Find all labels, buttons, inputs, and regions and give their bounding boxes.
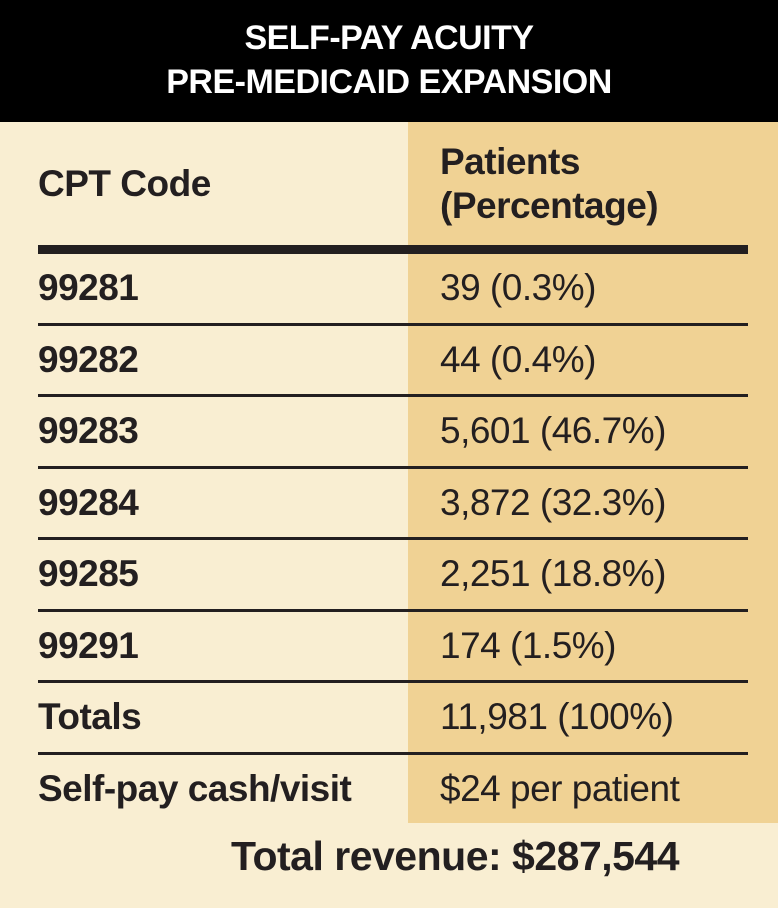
patients-column-background — [408, 122, 778, 823]
table-row: Totals 11,981 (100%) — [0, 683, 778, 752]
table-row: 99283 5,601 (46.7%) — [0, 397, 778, 466]
table-header-row: CPT Code Patients (Percentage) — [0, 122, 778, 245]
table-row: 99285 2,251 (18.8%) — [0, 540, 778, 609]
row-divider-rule — [38, 537, 748, 540]
row-value: 44 (0.4%) — [440, 338, 596, 380]
title-line-1: SELF-PAY ACUITY — [244, 19, 534, 58]
row-label: 99281 — [38, 267, 139, 309]
row-label: 99283 — [38, 410, 139, 452]
total-revenue-text: Total revenue: $287,544 — [0, 823, 778, 908]
title-line-2: PRE-MEDICAID EXPANSION — [166, 63, 612, 101]
row-label: Totals — [38, 696, 142, 738]
table-row: 99284 3,872 (32.3%) — [0, 469, 778, 538]
row-value: 39 (0.3%) — [440, 267, 596, 309]
column-header-patients-line-1: Patients — [440, 140, 580, 182]
row-value: 2,251 (18.8%) — [440, 553, 666, 595]
row-divider-rule — [38, 751, 748, 755]
row-divider-rule — [38, 465, 748, 469]
figure-title-band: SELF-PAY ACUITY PRE-MEDICAID EXPANSION — [0, 0, 778, 122]
table-row: 99281 39 (0.3%) — [0, 254, 778, 323]
row-divider-rule — [38, 608, 748, 612]
row-divider-rule — [38, 680, 748, 683]
table-row: 99282 44 (0.4%) — [0, 326, 778, 395]
row-value: $24 per patient — [440, 767, 680, 809]
table-row: Self-pay cash/visit $24 per patient — [0, 755, 778, 824]
row-divider-rule — [38, 322, 748, 326]
header-divider-rule — [38, 245, 748, 254]
column-header-cpt-code: CPT Code — [38, 162, 211, 204]
row-divider-rule — [38, 394, 748, 397]
row-label: 99282 — [38, 338, 139, 380]
column-header-patients-line-2: (Percentage) — [440, 184, 659, 226]
row-value: 5,601 (46.7%) — [440, 410, 666, 452]
row-label: 99291 — [38, 624, 139, 666]
row-value: 3,872 (32.3%) — [440, 481, 666, 523]
row-label: Self-pay cash/visit — [38, 767, 352, 809]
acuity-table: CPT Code Patients (Percentage) 99281 39 (… — [0, 122, 778, 823]
row-label: 99284 — [38, 481, 139, 523]
row-value: 174 (1.5%) — [440, 624, 617, 666]
table-row: 99291 174 (1.5%) — [0, 612, 778, 681]
column-header-patients: Patients (Percentage) — [408, 122, 778, 245]
row-label: 99285 — [38, 553, 139, 595]
table-body: 99281 39 (0.3%) 99282 44 (0.4%) 99283 5,601 (… — [0, 254, 778, 823]
row-value: 11,981 (100%) — [440, 696, 674, 738]
